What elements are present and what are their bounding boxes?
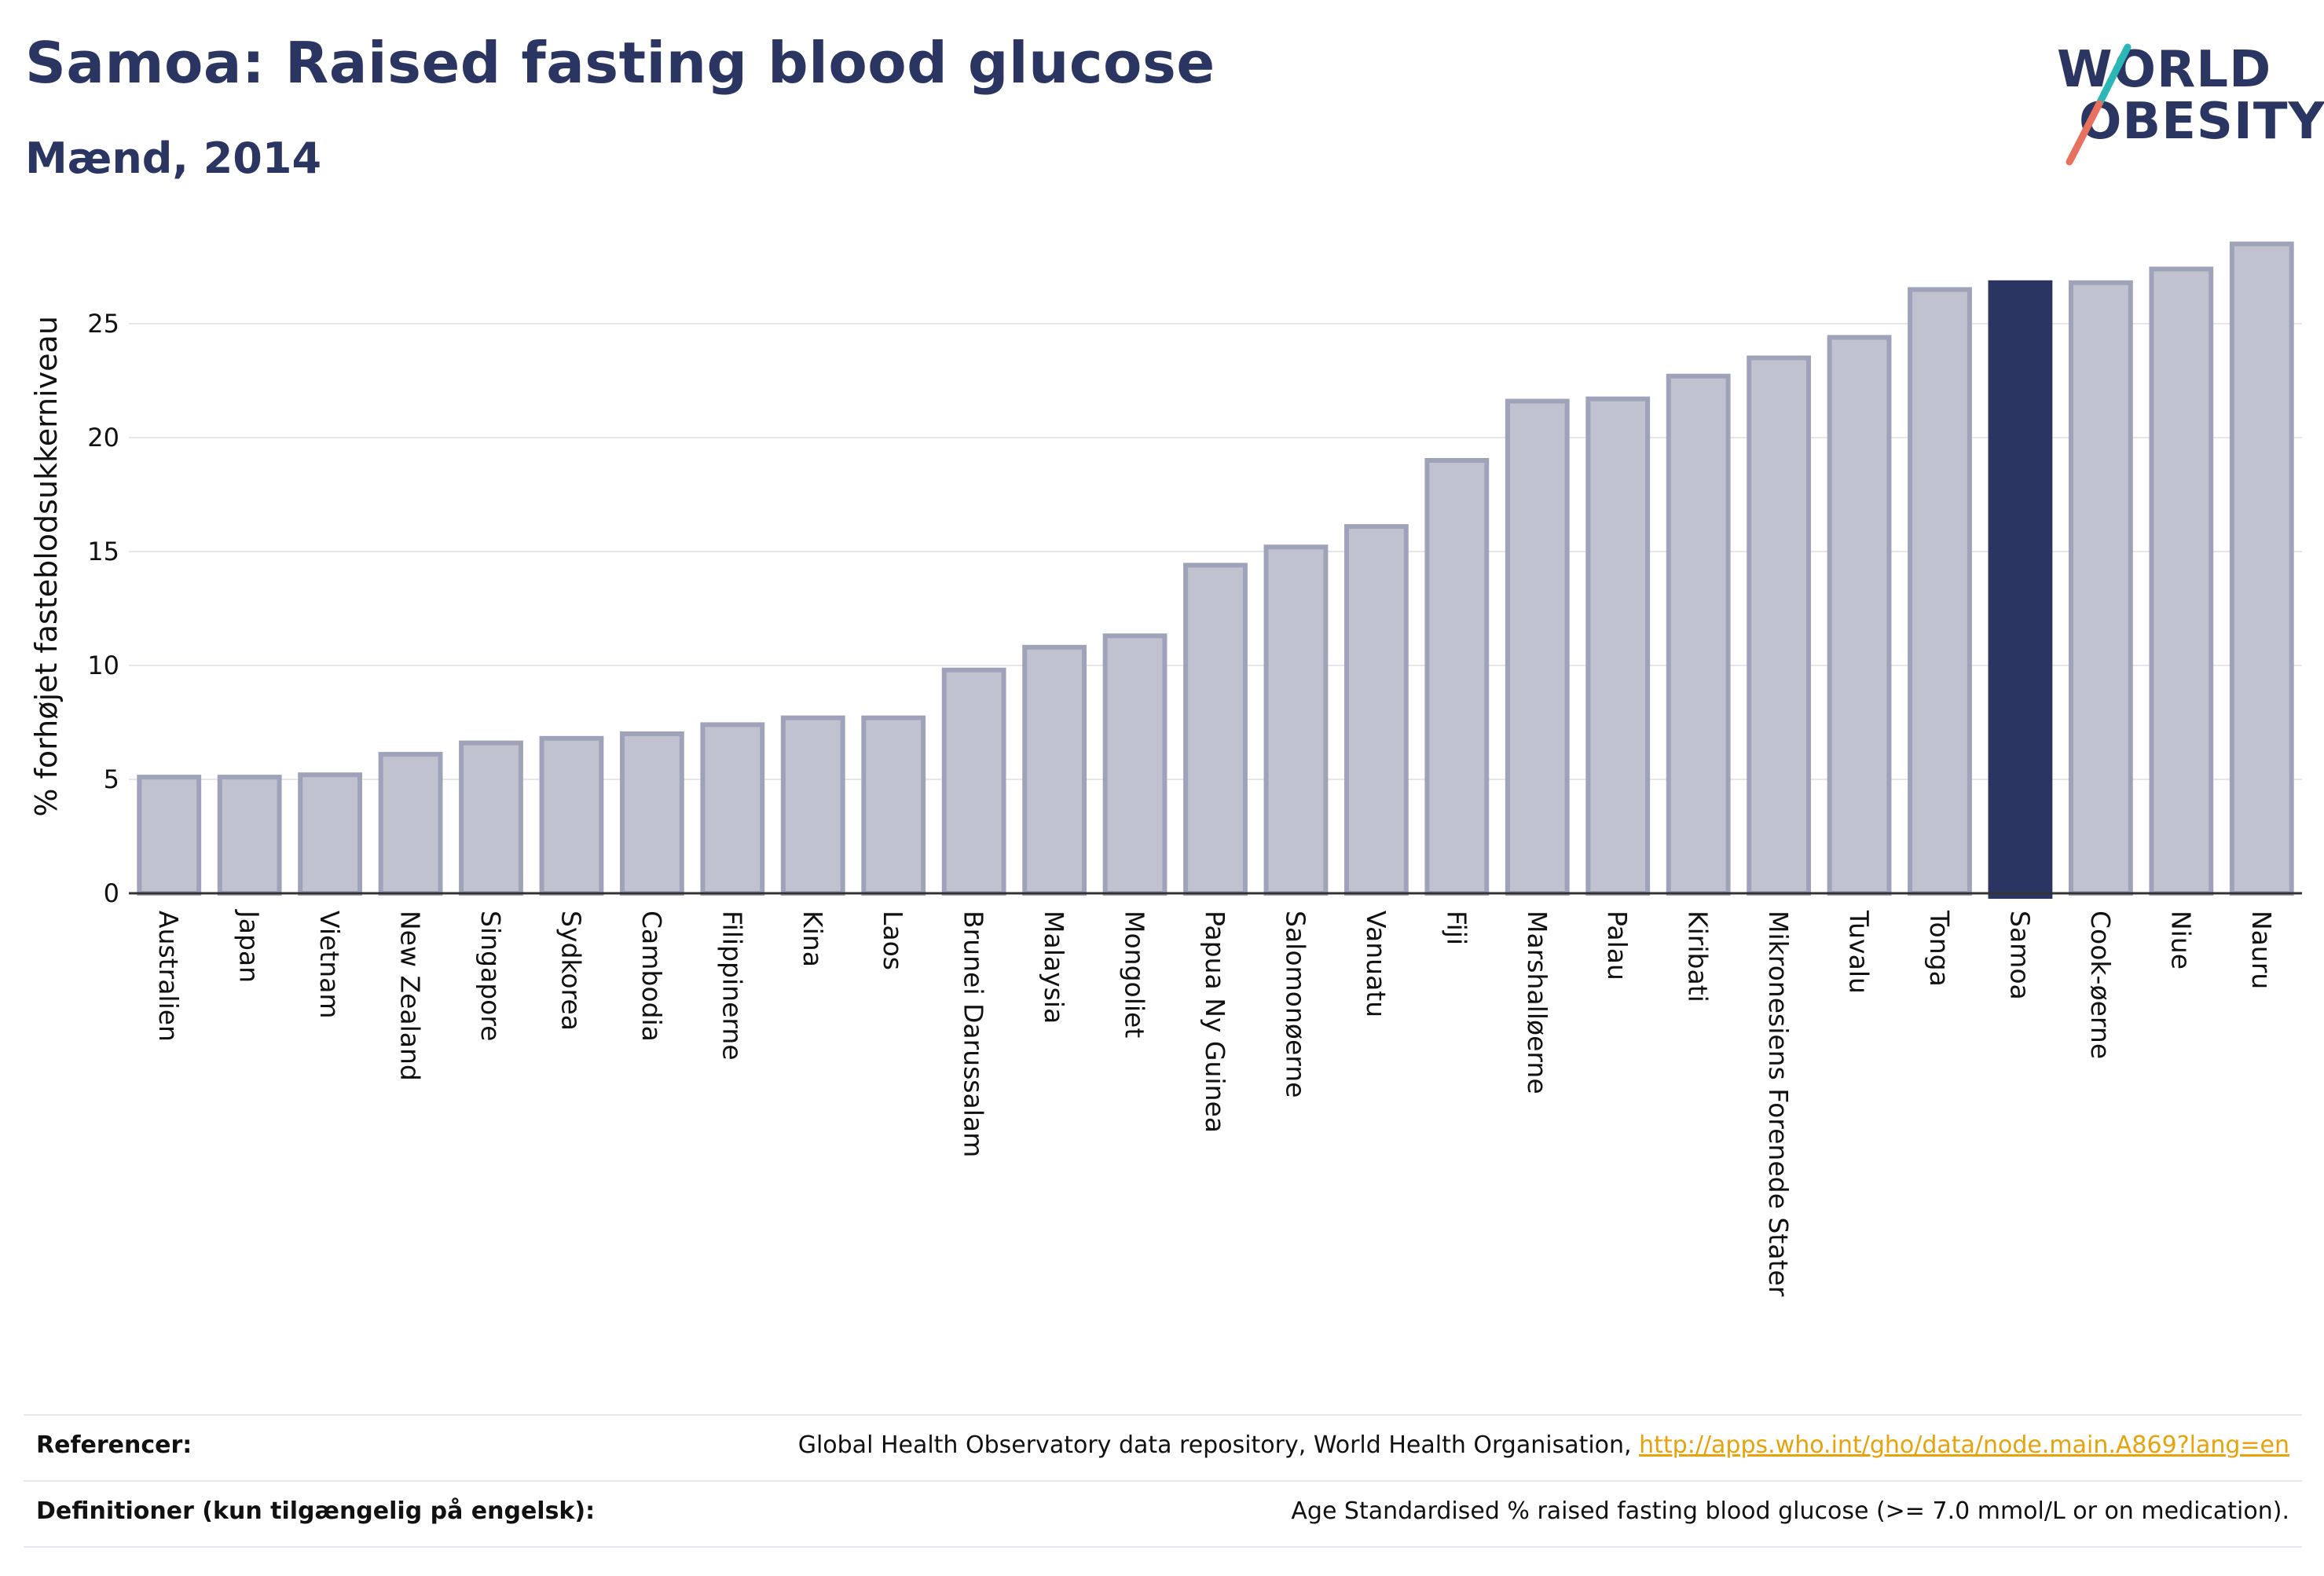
bar-kiribati[interactable]: [1666, 373, 1731, 896]
x-tick-label: Australien: [153, 911, 184, 1042]
x-tick-label: Palau: [1602, 911, 1633, 980]
references-text: Global Health Observatory data repositor…: [798, 1431, 2289, 1459]
bar-australien[interactable]: [137, 775, 202, 896]
bar-papua-ny-guinea[interactable]: [1183, 563, 1248, 896]
x-tick-label: Japan: [234, 909, 265, 983]
x-tick-label: Vietnam: [314, 911, 345, 1019]
bar-sydkorea[interactable]: [539, 735, 604, 896]
bar-kina[interactable]: [780, 715, 845, 896]
references-link[interactable]: http://apps.who.int/gho/data/node.main.A…: [1639, 1431, 2289, 1459]
x-tick-label: Tonga: [1924, 910, 1955, 987]
bar-singapore[interactable]: [459, 740, 523, 896]
x-tick-label: Kina: [797, 911, 828, 967]
footer-divider-top: [24, 1414, 2302, 1416]
bars-layer: [137, 241, 2294, 900]
x-tick-label: Fiji: [1441, 911, 1472, 945]
y-tick-label: 20: [87, 423, 119, 453]
x-tick-label: Tuvalu: [1844, 910, 1875, 994]
x-tick-labels: Australien Japan Vietnam New Zealand Singapo…: [153, 909, 2277, 1297]
x-tick-label: Kiribati: [1683, 911, 1714, 1002]
logo-text-line-1: WORLD: [2057, 41, 2272, 99]
bar-chart: 0 5 10 15 20 25 Australien Japan Vietnam New Zea…: [29, 241, 2302, 1297]
y-axis-label: % forhøjet fasteblodsukkerniveau: [29, 316, 64, 817]
bar-vietnam[interactable]: [298, 772, 363, 896]
x-tick-label: Cambodia: [636, 911, 667, 1042]
y-tick-label: 5: [104, 764, 119, 794]
x-tick-label: Filippinerne: [717, 911, 747, 1061]
references-source: Global Health Observatory data repositor…: [797, 1431, 1632, 1459]
definitions-text: Age Standardised % raised fasting blood …: [1291, 1497, 2289, 1525]
references-label: Referencer:: [36, 1431, 192, 1459]
logo-slash-icon: [2066, 43, 2132, 166]
x-tick-label: Mongoliet: [1120, 911, 1150, 1038]
bar-laos[interactable]: [861, 715, 926, 896]
bar-mongoliet[interactable]: [1102, 633, 1167, 896]
x-tick-label: Sydkorea: [555, 911, 586, 1031]
x-tick-label: Papua Ny Guinea: [1200, 911, 1230, 1133]
y-tick-label: 15: [87, 537, 119, 566]
definitions-label: Definitioner (kun tilgængelig på engelsk…: [36, 1497, 596, 1525]
x-tick-label: Singapore: [475, 911, 506, 1041]
bar-tuvalu[interactable]: [1827, 335, 1892, 896]
bar-niue[interactable]: [2149, 266, 2214, 896]
bar-nauru[interactable]: [2229, 241, 2294, 896]
bar-samoa[interactable]: [1988, 280, 2053, 900]
bar-malaysia[interactable]: [1022, 644, 1087, 896]
x-tick-label: Samoa: [2004, 911, 2035, 1000]
bar-new-zealand[interactable]: [378, 752, 443, 896]
bar-marshalløerne[interactable]: [1505, 398, 1570, 896]
bar-salomonøerne[interactable]: [1263, 544, 1329, 896]
bar-brunei-darussalam[interactable]: [941, 667, 1006, 896]
y-tick-label: 0: [104, 878, 119, 908]
x-tick-label: Laos: [878, 911, 908, 970]
x-tick-label: Salomonøerne: [1280, 911, 1310, 1098]
x-tick-label: Vanuatu: [1361, 911, 1391, 1017]
bar-palau[interactable]: [1585, 396, 1651, 896]
logo-text-line-2: OBESITY: [2079, 93, 2324, 151]
bar-cook-øerne[interactable]: [2068, 280, 2133, 896]
x-tick-label: Malaysia: [1039, 911, 1069, 1024]
x-tick-label: Niue: [2165, 911, 2196, 969]
bar-cambodia[interactable]: [619, 731, 684, 896]
chart-title: Samoa: Raised fasting blood glucose: [25, 30, 1215, 96]
x-tick-label: Brunei Darussalam: [959, 911, 989, 1157]
x-tick-label: Nauru: [2246, 911, 2277, 989]
y-tick-label: 10: [87, 651, 119, 680]
x-tick-label: Mikronesiens Forenede Stater: [1763, 911, 1794, 1297]
footer-divider-middle: [24, 1480, 2302, 1482]
bar-filippinerne[interactable]: [700, 722, 765, 896]
bar-japan[interactable]: [217, 775, 282, 896]
x-tick-label: Cook-øerne: [2085, 911, 2116, 1059]
x-tick-label: Marshalløerne: [1522, 911, 1552, 1094]
bar-vanuatu[interactable]: [1343, 524, 1409, 896]
bar-mikronesiens-forenede-stater[interactable]: [1747, 355, 1812, 896]
x-tick-label: New Zealand: [395, 911, 426, 1081]
bar-fiji[interactable]: [1424, 458, 1490, 896]
bar-tonga[interactable]: [1908, 287, 1972, 896]
world-obesity-logo: WORLD OBESITY: [2043, 24, 2324, 173]
y-tick-label: 25: [87, 309, 119, 339]
y-tick-labels: 0 5 10 15 20 25: [87, 309, 119, 908]
chart-subtitle: Mænd, 2014: [25, 134, 322, 183]
footer-divider-bottom: [24, 1546, 2302, 1548]
